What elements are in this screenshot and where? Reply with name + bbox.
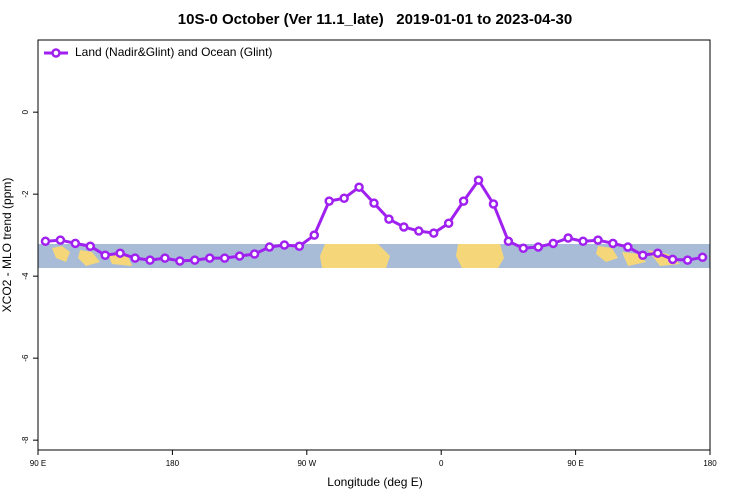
point — [369, 198, 379, 208]
point — [682, 255, 693, 265]
point — [309, 230, 320, 240]
legend-marker — [51, 48, 61, 58]
point — [264, 242, 275, 252]
point — [339, 193, 349, 204]
x-tick-label: 180 — [166, 459, 180, 468]
point — [115, 248, 125, 258]
point — [473, 175, 484, 185]
y-tick-label: -2 — [21, 190, 30, 198]
point — [399, 222, 409, 232]
point — [324, 196, 334, 206]
y-axis-title: XCO2 - MLO trend (ppm) — [0, 178, 14, 313]
point — [638, 250, 648, 260]
point — [234, 251, 245, 261]
point — [697, 252, 708, 263]
point — [443, 218, 454, 229]
point — [354, 182, 364, 192]
point — [160, 253, 170, 263]
y-tick-label: -4 — [21, 272, 30, 280]
point — [578, 236, 588, 247]
point — [40, 236, 51, 247]
y-tick-label: 0 — [21, 109, 30, 114]
point — [55, 235, 66, 245]
x-tick-label: 90 E — [30, 459, 46, 468]
point — [518, 243, 529, 254]
point — [70, 238, 81, 249]
point — [175, 256, 185, 266]
point — [533, 242, 544, 252]
y-tick-label: -6 — [21, 354, 30, 362]
y-tick-label: -8 — [21, 436, 30, 444]
point — [488, 199, 499, 209]
point — [563, 233, 573, 243]
point — [414, 226, 424, 236]
x-tick-label: 90 W — [297, 459, 316, 468]
x-tick-label: 180 — [703, 459, 717, 468]
x-axis-title: Longitude (deg E) — [327, 475, 422, 489]
legend-label: Land (Nadir&Glint) and Ocean (Glint) — [75, 45, 272, 59]
point — [219, 253, 230, 263]
chart-title: 10S-0 October (Ver 11.1_late) 2019-01-01… — [178, 11, 572, 28]
point — [608, 238, 618, 249]
point — [458, 196, 469, 206]
point — [130, 253, 140, 263]
x-tick-label: 90 E — [567, 459, 583, 468]
point — [652, 248, 663, 258]
point — [145, 255, 155, 265]
point — [249, 249, 260, 259]
point — [294, 241, 305, 251]
x-tick-label: 0 — [439, 459, 444, 468]
point — [503, 236, 514, 247]
point — [190, 255, 200, 265]
point — [667, 254, 678, 265]
point — [204, 253, 215, 263]
point — [384, 214, 394, 224]
point — [100, 250, 110, 260]
point — [548, 238, 558, 249]
point — [85, 241, 96, 251]
point — [623, 242, 633, 252]
point — [279, 240, 290, 250]
point — [593, 235, 603, 245]
point — [428, 228, 439, 238]
plot-frame — [37, 39, 711, 451]
